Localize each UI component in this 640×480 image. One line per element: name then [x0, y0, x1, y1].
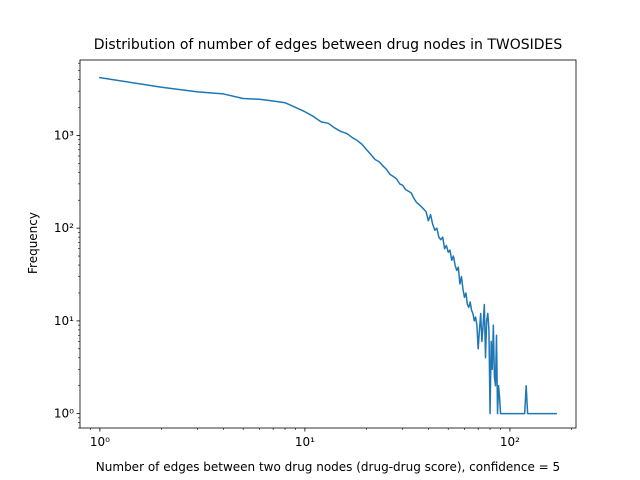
y-tick-label: 10⁰: [54, 407, 74, 421]
x-tick-label: 10²: [500, 435, 520, 449]
axes-frame: [79, 59, 577, 429]
y-axis-label: Frequency: [26, 212, 40, 274]
plot-area: 10⁰ 10¹ 10² 10⁰ 10¹ 10² 10³: [54, 59, 577, 449]
chart-title: Distribution of number of edges between …: [94, 37, 563, 53]
y-tick-label: 10¹: [54, 314, 74, 328]
y-tick-label: 10³: [54, 128, 74, 142]
x-axis-label: Number of edges between two drug nodes (…: [96, 460, 560, 474]
x-tick-label: 10¹: [295, 435, 315, 449]
x-tick-label: 10⁰: [90, 435, 110, 449]
series-line-0: [99, 76, 557, 415]
y-tick-label: 10²: [54, 221, 74, 235]
